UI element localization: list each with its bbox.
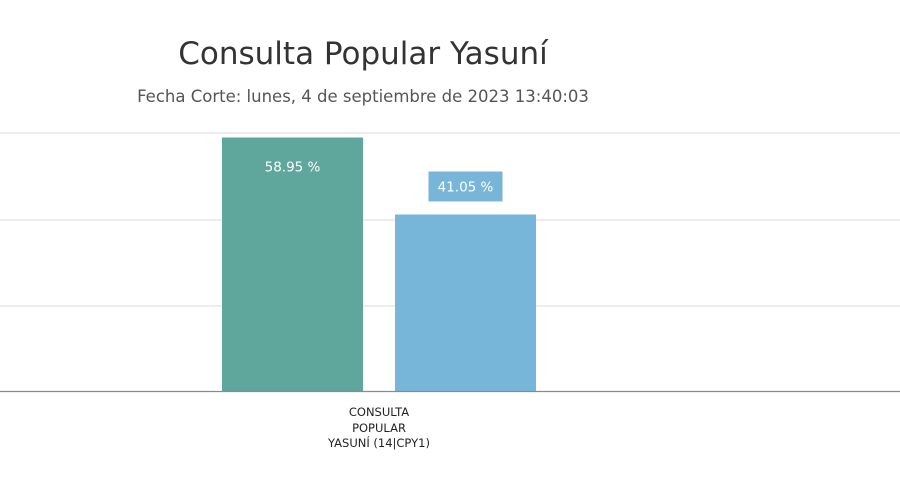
chart-title: Consulta Popular Yasuní	[178, 36, 548, 72]
data-label-background	[428, 171, 503, 202]
data-labels: 58.95 % 41.05 %	[265, 160, 503, 202]
data-label-series-2: 41.05 %	[438, 179, 494, 195]
bar-series-1	[222, 137, 363, 391]
category-label: CONSULTA POPULAR YASUNÍ (14|CPY1)	[318, 405, 440, 452]
category-label-line-3: YASUNÍ (14|CPY1)	[328, 436, 430, 450]
category-label-line-2: POPULAR	[352, 420, 406, 435]
bars	[222, 137, 536, 391]
data-label-series-1: 58.95 %	[265, 160, 321, 176]
category-label-line-1: CONSULTA	[348, 405, 410, 419]
chart-subtitle: Fecha Corte: lunes, 4 de septiembre de 2…	[137, 87, 589, 106]
bar-series-2	[395, 214, 536, 391]
